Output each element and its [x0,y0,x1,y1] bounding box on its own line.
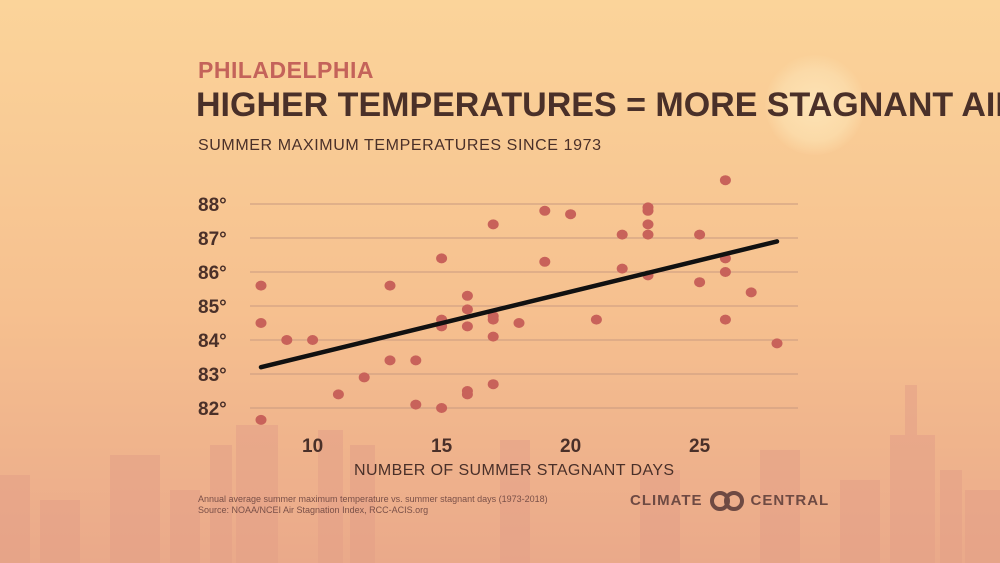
data-point [565,209,577,220]
data-point [436,253,448,264]
note-line-2: Source: NOAA/NCEI Air Stagnation Index, … [198,505,429,515]
data-point [358,372,370,383]
y-tick-label: 83° [198,365,227,386]
y-tick-label: 86° [198,263,227,284]
data-point [616,263,628,274]
note-line-1: Annual average summer maximum temperatur… [198,494,548,504]
data-point [487,379,499,390]
data-point [771,338,783,349]
data-point [307,335,319,345]
data-point [384,355,396,366]
data-point [513,318,525,328]
data-point [642,205,654,216]
x-axis-label: NUMBER OF SUMMER STAGNANT DAYS [354,462,675,479]
chart-title: HIGHER TEMPERATURES = MORE STAGNANT AIR [196,86,1000,124]
x-tick-label: 20 [560,436,581,457]
y-tick-label: 88° [198,195,227,216]
logo-text-left: CLIMATE [630,492,703,509]
x-tick-label: 15 [431,436,453,457]
x-tick-label: 25 [689,436,711,457]
data-point [384,280,396,291]
y-tick-label: 84° [198,331,227,352]
climate-central-logo: CLIMATE CENTRAL [630,491,829,511]
data-point [461,290,473,301]
data-point [539,205,551,216]
data-point [719,267,731,277]
data-point [487,331,499,342]
data-point [436,403,448,413]
data-point [255,318,267,328]
data-point [616,229,628,240]
y-tick-label: 85° [198,297,227,318]
data-point [642,219,654,230]
x-tick-label: 10 [302,436,323,457]
data-point [642,229,654,240]
data-point [719,314,731,325]
y-tick-label: 87° [198,229,227,250]
y-tick-label: 82° [198,399,227,420]
data-point [255,280,267,291]
data-point [410,355,422,366]
data-point [539,256,551,267]
data-point [694,277,706,288]
source-note: Annual average summer maximum temperatur… [198,494,548,516]
logo-rings-icon [709,491,744,511]
data-point [487,219,499,230]
data-point [281,335,293,345]
sun-decoration [765,55,865,155]
data-point [255,414,267,425]
chart-subtitle: SUMMER MAXIMUM TEMPERATURES SINCE 1973 [198,137,602,154]
data-point [461,304,473,315]
data-point [694,229,706,240]
data-point [745,287,757,298]
trend-line [258,239,780,370]
data-point [461,321,473,332]
chart-kicker: PHILADELPHIA [198,57,374,83]
data-point [410,399,422,410]
data-point [487,314,499,325]
logo-text-right: CENTRAL [750,492,830,509]
data-point [332,389,344,400]
data-point [590,314,602,325]
data-point [719,175,731,186]
data-point [461,389,473,400]
